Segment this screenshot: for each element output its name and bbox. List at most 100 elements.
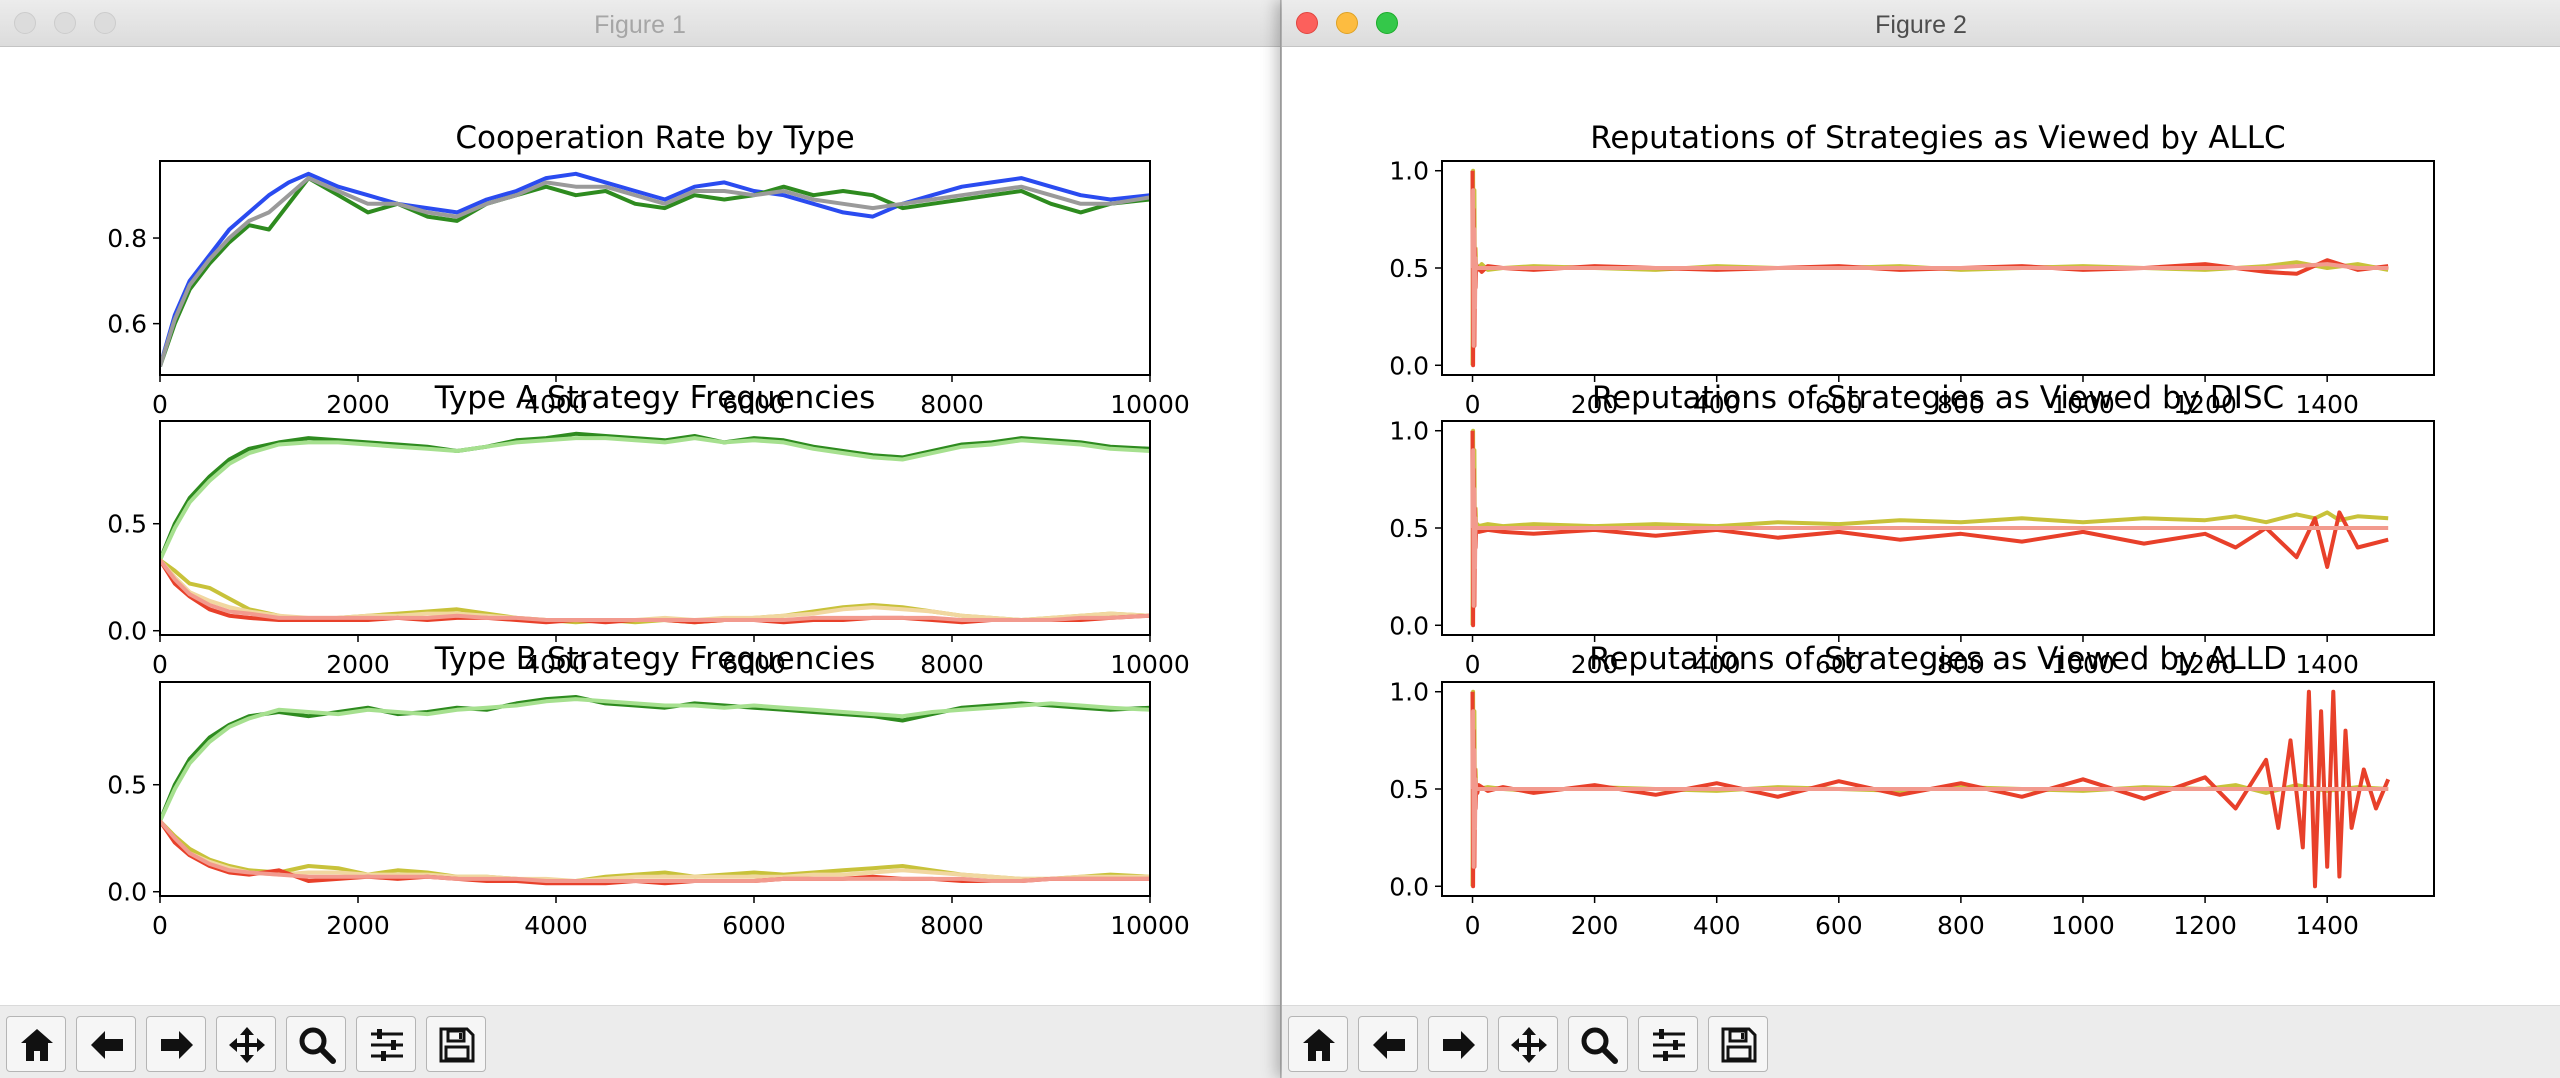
- x-tick-label: 1000: [2051, 650, 2115, 679]
- x-tick-label: 8000: [920, 390, 984, 419]
- subplot-2: 0 200 400 600 800 1000 1200 1400 0.0 0.5 1.0 Reputa…: [1389, 380, 2435, 679]
- zoom-window-button[interactable]: [94, 12, 116, 34]
- arrow-right-icon: [161, 1031, 193, 1059]
- subplot-3: 0 2000 4000 6000 8000 10000 0.0 0.5 Type B Strat…: [107, 641, 1190, 940]
- close-button[interactable]: [14, 12, 36, 34]
- navigation-toolbar: [1282, 1005, 2560, 1078]
- series-line-5: [160, 559, 1150, 625]
- axes-frame: [159, 420, 1151, 636]
- x-tick-label: 2000: [326, 650, 390, 679]
- y-tick-label: 0.0: [107, 617, 147, 646]
- series-line-2: [160, 436, 1150, 561]
- y-tick-label: 1.0: [1389, 678, 1429, 707]
- home-button[interactable]: [6, 1016, 66, 1072]
- y-tick-label: 1.0: [1389, 417, 1429, 446]
- x-tick-label: 1000: [2051, 911, 2115, 940]
- axes-frame: [159, 160, 1151, 376]
- x-tick-label: 2000: [326, 390, 390, 419]
- y-tick-label: 0.5: [1389, 775, 1429, 804]
- y-tick-label: 0.0: [1389, 872, 1429, 901]
- y-tick-label: 0.0: [1389, 611, 1429, 640]
- x-tick-label: 6000: [722, 911, 786, 940]
- home-icon: [1303, 1029, 1335, 1061]
- chart-title: Reputations of Strategies as Viewed by A…: [1590, 120, 2285, 156]
- minimize-button[interactable]: [54, 12, 76, 34]
- y-tick-label: 1.0: [1389, 157, 1429, 186]
- zoom-window-button[interactable]: [1376, 12, 1398, 34]
- chart-title: Type B Strategy Frequencies: [434, 641, 876, 677]
- x-tick-label: 800: [1937, 650, 1985, 679]
- home-icon: [21, 1029, 53, 1061]
- x-tick-label: 0: [152, 650, 168, 679]
- save-figure-button[interactable]: [426, 1016, 486, 1072]
- move-arrows-icon: [229, 1027, 265, 1063]
- chart-title: Reputations of Strategies as Viewed by D…: [1592, 380, 2284, 416]
- chart-title: Reputations of Strategies as Viewed by A…: [1589, 641, 2287, 677]
- series-line-3: [1470, 448, 2389, 608]
- y-tick-label: 0.5: [1389, 514, 1429, 543]
- y-tick-label: 0.5: [1389, 254, 1429, 283]
- configure-subplots-button[interactable]: [1638, 1016, 1698, 1072]
- x-tick-label: 0: [152, 390, 168, 419]
- subplot-1: 0 200 400 600 800 1000 1200 1400 0.0 0.5 1.0 Reputa…: [1389, 120, 2435, 419]
- arrow-right-icon: [1443, 1031, 1475, 1059]
- floppy-disk-icon: [1721, 1027, 1757, 1063]
- x-tick-label: 400: [1693, 390, 1741, 419]
- arrow-left-icon: [1373, 1031, 1405, 1059]
- minimize-button[interactable]: [1336, 12, 1358, 34]
- subplot-2: 0 2000 4000 6000 8000 10000 0.0 0.5 Type A Strat…: [107, 380, 1190, 679]
- back-button[interactable]: [1358, 1016, 1418, 1072]
- x-tick-label: 8000: [920, 650, 984, 679]
- zoom-button[interactable]: [1568, 1016, 1628, 1072]
- x-tick-label: 1400: [2295, 911, 2359, 940]
- pan-button[interactable]: [216, 1016, 276, 1072]
- close-button[interactable]: [1296, 12, 1318, 34]
- x-tick-label: 6000: [722, 390, 786, 419]
- series-line-1: [160, 431, 1150, 561]
- x-tick-label: 200: [1571, 911, 1619, 940]
- x-tick-label: 200: [1571, 650, 1619, 679]
- x-tick-label: 8000: [920, 911, 984, 940]
- x-tick-label: 600: [1815, 390, 1863, 419]
- x-tick-label: 1200: [2173, 650, 2237, 679]
- x-tick-label: 10000: [1110, 650, 1190, 679]
- x-tick-label: 1000: [2051, 390, 2115, 419]
- x-tick-label: 800: [1937, 911, 1985, 940]
- zoom-button[interactable]: [286, 1016, 346, 1072]
- x-tick-label: 800: [1937, 390, 1985, 419]
- x-tick-label: 0: [152, 911, 168, 940]
- series-line-3: [1470, 188, 2389, 348]
- back-button[interactable]: [76, 1016, 136, 1072]
- y-tick-label: 0.0: [1389, 351, 1429, 380]
- x-tick-label: 2000: [326, 911, 390, 940]
- series-line-4: [160, 558, 1150, 622]
- x-tick-label: 400: [1693, 911, 1741, 940]
- x-tick-label: 4000: [524, 650, 588, 679]
- chart-title: Cooperation Rate by Type: [455, 120, 854, 156]
- save-figure-button[interactable]: [1708, 1016, 1768, 1072]
- configure-subplots-button[interactable]: [356, 1016, 416, 1072]
- figure-1-canvas[interactable]: 0 2000 4000 6000 8000 10000 0.6 0.8 Cooperation …: [0, 47, 1280, 1005]
- x-tick-label: 1200: [2173, 390, 2237, 419]
- x-tick-label: 10000: [1110, 390, 1190, 419]
- subplot-1: 0 2000 4000 6000 8000 10000 0.6 0.8 Cooperation …: [107, 120, 1190, 419]
- x-tick-label: 1400: [2295, 650, 2359, 679]
- forward-button[interactable]: [1428, 1016, 1488, 1072]
- window-title: Figure 1: [594, 11, 686, 39]
- y-tick-label: 0.0: [107, 878, 147, 907]
- title-bar: Figure 2: [1282, 0, 2560, 47]
- x-tick-label: 400: [1693, 650, 1741, 679]
- x-tick-label: 600: [1815, 911, 1863, 940]
- y-tick-label: 0.8: [107, 224, 147, 253]
- figure-1-window: Figure 1 0 2000 4000 6000 8000 10000 0.6 0.8 Coo…: [0, 0, 1281, 1078]
- x-tick-label: 0: [1465, 911, 1481, 940]
- forward-button[interactable]: [146, 1016, 206, 1072]
- sliders-icon: [371, 1029, 403, 1061]
- pan-button[interactable]: [1498, 1016, 1558, 1072]
- axes-frame: [159, 681, 1151, 897]
- home-button[interactable]: [1288, 1016, 1348, 1072]
- move-arrows-icon: [1511, 1027, 1547, 1063]
- figure-2-canvas[interactable]: 0 200 400 600 800 1000 1200 1400 0.0 0.5 1.0 Reputa…: [1282, 47, 2560, 1005]
- chart-title: Type A Strategy Frequencies: [434, 380, 875, 416]
- figure-2-window: Figure 2 0 200 400 600 800 1000 1200 1400 0.0 0.5…: [1282, 0, 2560, 1078]
